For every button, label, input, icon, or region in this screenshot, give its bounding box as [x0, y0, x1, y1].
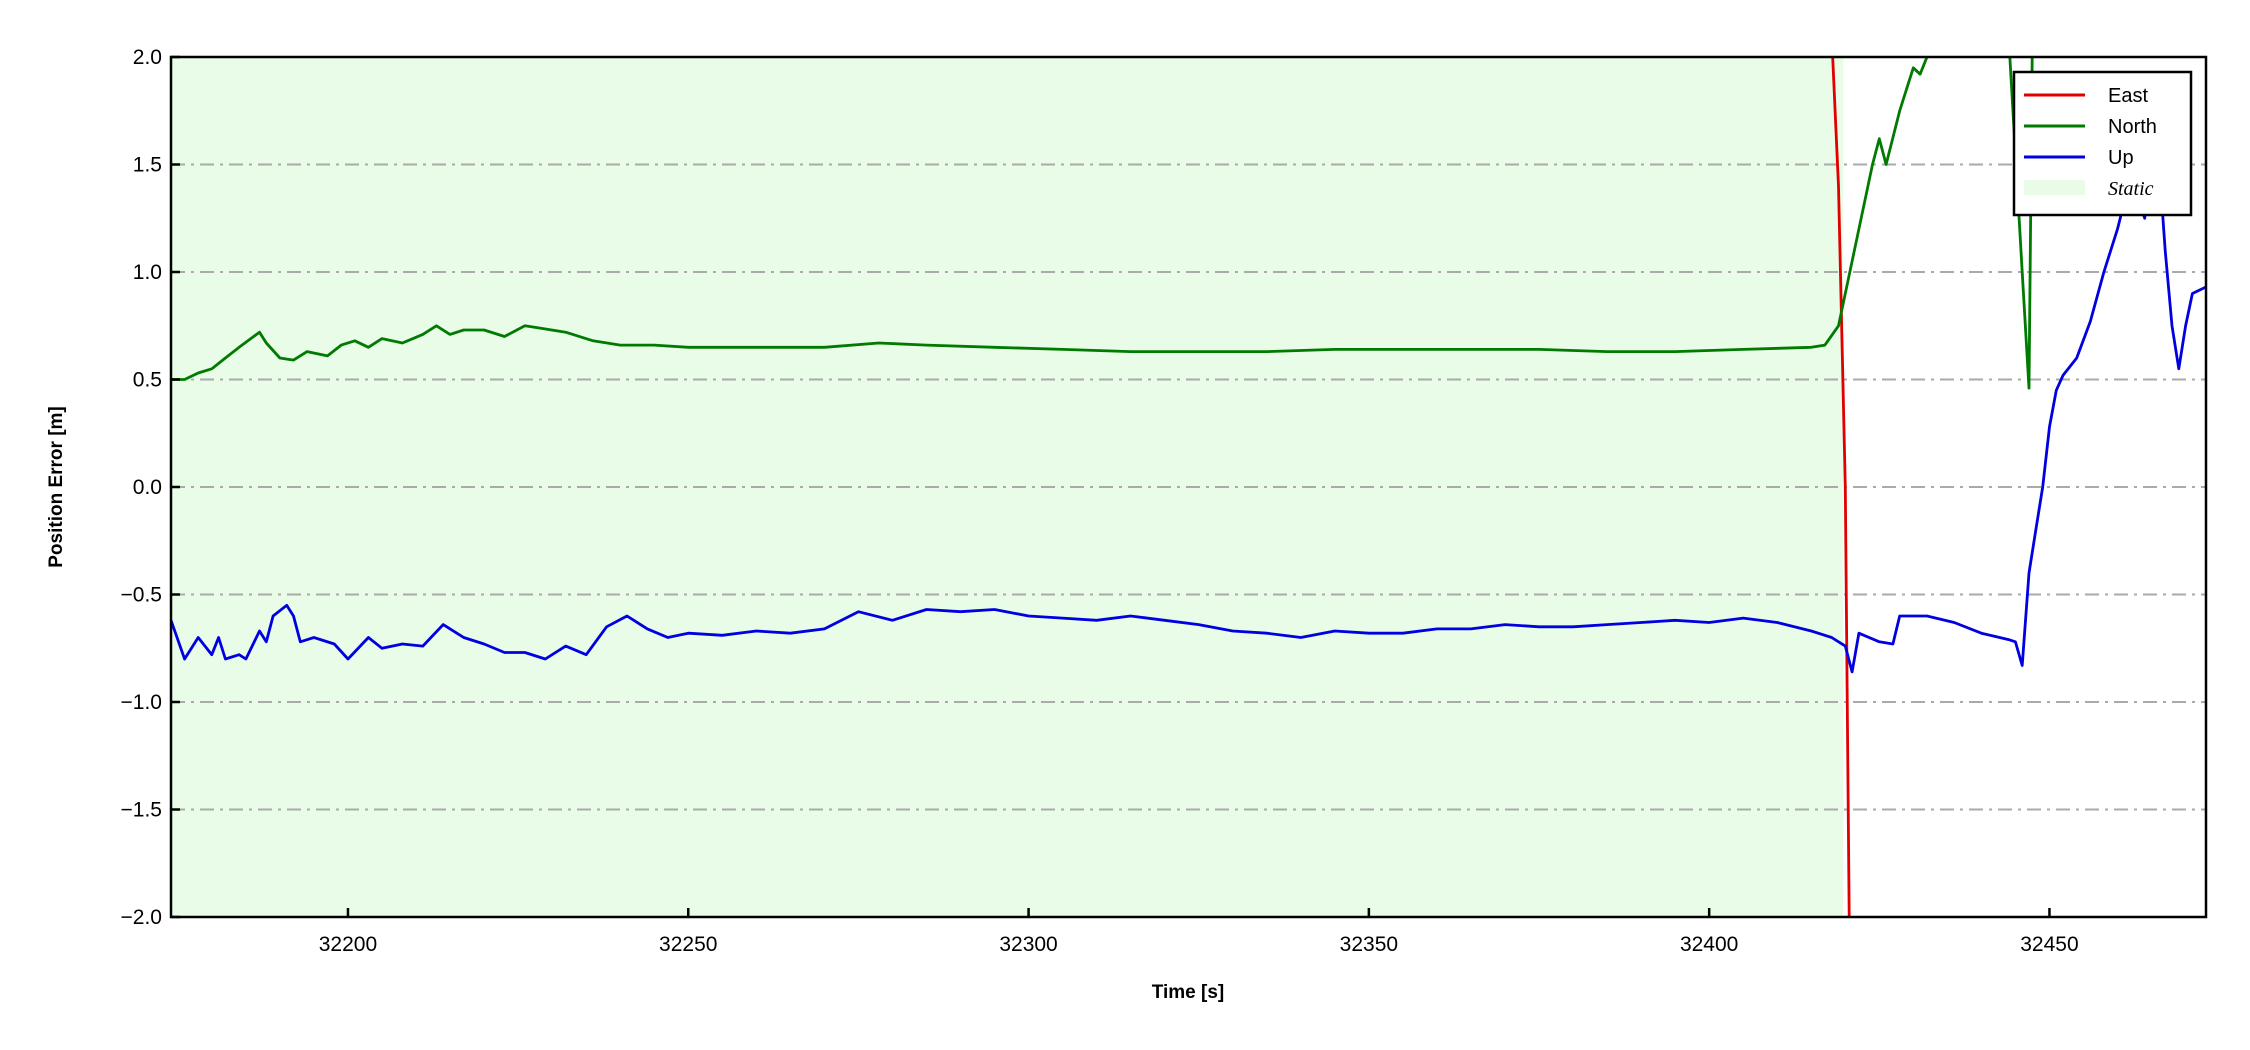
x-tick-label: 32400 [1680, 933, 1738, 956]
y-tick-label: 2.0 [133, 46, 162, 69]
x-axis-label: Time [s] [1152, 982, 1225, 1003]
x-tick-label: 32350 [1340, 933, 1398, 956]
y-tick-label: 1.5 [133, 154, 162, 177]
y-axis-label: Position Error [m] [46, 406, 67, 568]
series-up-line [171, 152, 2206, 674]
x-tick-label: 32200 [319, 933, 377, 956]
y-tick-label: 0.0 [133, 476, 162, 499]
y-tick-label: −2.0 [121, 906, 162, 929]
y-tick-label: 0.5 [133, 369, 162, 392]
legend-static-swatch [2024, 180, 2085, 195]
legend-north-label: North [2108, 116, 2157, 138]
legend: East North Up Static [2012, 70, 2193, 217]
y-tick-label: −0.5 [121, 584, 162, 607]
y-tick-label: 1.0 [133, 261, 162, 284]
legend-east-label: East [2108, 85, 2148, 107]
y-tick-label: −1.5 [121, 799, 162, 822]
legend-static-label: Static [2108, 178, 2154, 200]
x-tick-label: 32450 [2020, 933, 2078, 956]
y-tick-label: −1.0 [121, 691, 162, 714]
x-tick-label: 32300 [999, 933, 1057, 956]
legend-up-label: Up [2108, 147, 2134, 169]
grid-lines [171, 163, 2206, 811]
x-tick-label: 32250 [659, 933, 717, 956]
series-east-line [1831, 57, 1851, 917]
axis-ticks: −2.0 −1.5 −1.0 −0.5 0.0 0.5 1.0 1.5 2.0 32200 3225… [121, 46, 2079, 956]
